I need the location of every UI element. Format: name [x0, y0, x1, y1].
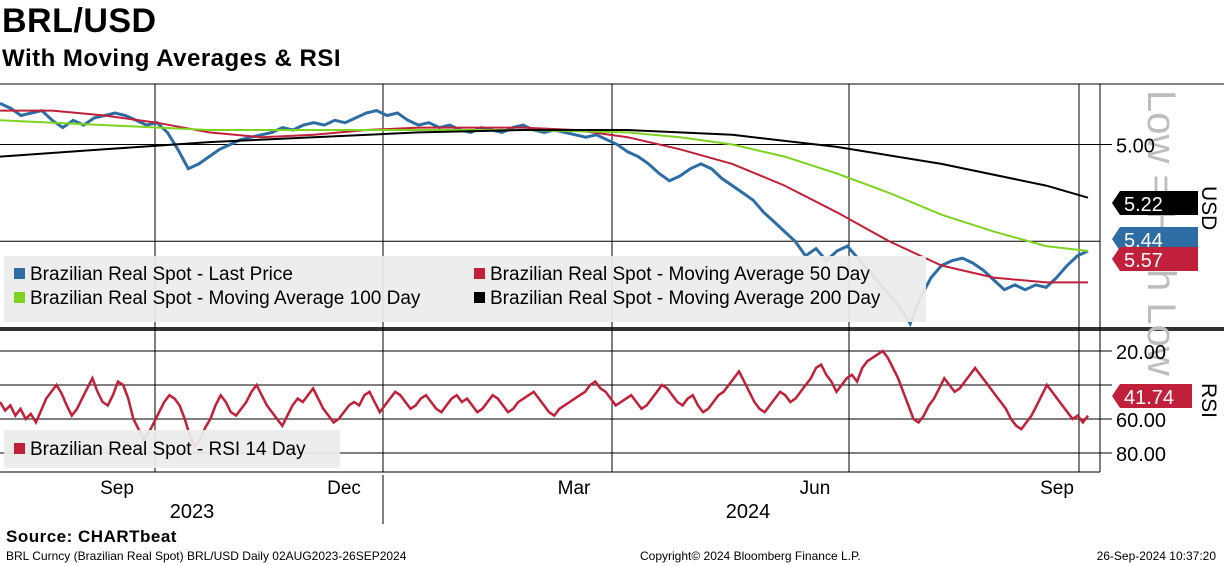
y-tick-label: 5.00 — [1116, 136, 1155, 158]
rsi-series-line — [0, 349, 1090, 449]
rsi-legend-box — [4, 430, 340, 468]
y-axis-title: USD — [1197, 186, 1220, 230]
year-label: 2024 — [726, 501, 771, 523]
price-series-line — [0, 119, 1089, 252]
legend-box — [4, 256, 926, 322]
x-tick-label: Mar — [558, 478, 591, 499]
legend-label: Brazilian Real Spot - Moving Average 50 … — [490, 264, 870, 285]
chart-canvas: SepDecMarJunSep20232024Low = High Low5.0… — [0, 83, 1224, 524]
legend-label: Brazilian Real Spot - Moving Average 100… — [30, 288, 421, 309]
rsi-tick-label: 20.00 — [1116, 342, 1166, 364]
last-value-tag — [1112, 227, 1198, 251]
footer-copyright: Copyright© 2024 Bloomberg Finance L.P. — [640, 549, 861, 563]
legend-swatch — [474, 292, 485, 303]
x-tick-label: Sep — [100, 478, 134, 499]
price-series-line — [0, 109, 1088, 284]
last-value-label: 5.22 — [1124, 194, 1163, 216]
source-label: Source: CHARTbeat — [6, 527, 177, 546]
rsi-tick-label: 80.00 — [1116, 444, 1166, 466]
rsi-last-value-label: 41.74 — [1124, 387, 1174, 409]
rsi-tick-label: 60.00 — [1116, 410, 1166, 432]
rsi-legend-swatch — [14, 443, 25, 454]
legend-swatch — [14, 268, 25, 279]
last-value-label: 5.44 — [1124, 230, 1163, 252]
year-label: 2023 — [170, 501, 215, 523]
last-value-tag — [1112, 247, 1198, 271]
legend-label: Brazilian Real Spot - Last Price — [30, 264, 293, 285]
last-value-tag — [1112, 191, 1198, 215]
chart-title: BRL/USD — [2, 2, 157, 40]
rsi-axis-title: RSI — [1197, 383, 1220, 418]
last-value-label: 5.57 — [1124, 250, 1163, 272]
legend-swatch — [474, 268, 485, 279]
x-tick-label: Jun — [800, 478, 831, 499]
rsi-last-value-tag — [1112, 384, 1192, 408]
footer-ticker-info: BRL Curncy (Brazilian Real Spot) BRL/USD… — [6, 549, 407, 563]
footer-timestamp: 26-Sep-2024 10:37:20 — [1096, 549, 1216, 563]
legend-swatch — [14, 292, 25, 303]
rsi-legend-label: Brazilian Real Spot - RSI 14 Day — [30, 439, 306, 460]
price-series-line — [0, 129, 1089, 199]
legend-label: Brazilian Real Spot - Moving Average 200… — [490, 288, 881, 309]
x-tick-label: Dec — [327, 478, 361, 499]
x-tick-label: Sep — [1040, 478, 1074, 499]
chart-subtitle: With Moving Averages & RSI — [2, 45, 342, 72]
